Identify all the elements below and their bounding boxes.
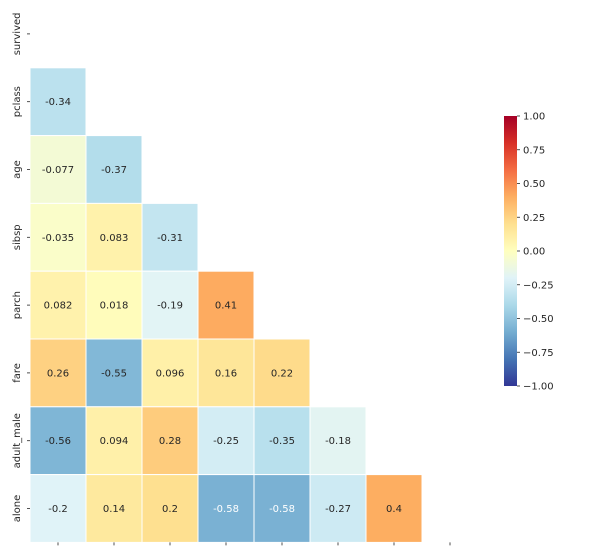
y-tick-label-age: age bbox=[12, 160, 23, 179]
heatmap-cell-alone-sibsp bbox=[197, 474, 255, 543]
heatmap-cell-adult_male-pclass bbox=[85, 406, 143, 476]
colorbar-tick-label: −1.00 bbox=[523, 382, 554, 393]
heatmap-cell-adult_male-parch bbox=[253, 406, 311, 476]
cell-value-label: 0.083 bbox=[100, 233, 129, 244]
heatmap-cell-age-pclass bbox=[85, 135, 143, 204]
cell-value-label: 0.2 bbox=[162, 504, 178, 515]
colorbar-tick-label: −0.75 bbox=[523, 348, 554, 359]
colorbar-tick-label: −0.50 bbox=[523, 314, 554, 325]
cell-value-label: 0.094 bbox=[100, 436, 129, 447]
y-tick-label-pclass: pclass bbox=[12, 86, 23, 117]
cell-value-label: 0.16 bbox=[215, 368, 237, 379]
heatmap-cell-adult_male-sibsp bbox=[197, 406, 255, 476]
y-tick-label-sibsp: sibsp bbox=[12, 224, 23, 250]
heatmap-cell-parch-pclass bbox=[85, 270, 143, 340]
cell-value-label: -0.25 bbox=[213, 436, 239, 447]
colorbar-tick-label: 0.00 bbox=[523, 247, 545, 258]
cell-value-label: 0.4 bbox=[386, 504, 402, 515]
colorbar: 1.00 0.75 0.50 0.25 0.00 −0.25 −0.50 −0.75 −1.00 bbox=[504, 112, 554, 393]
cell-value-label: -0.35 bbox=[269, 436, 295, 447]
heatmap-cell-fare-sibsp bbox=[197, 338, 255, 408]
cell-value-label: -0.55 bbox=[101, 368, 127, 379]
heatmap-cell-adult_male-fare bbox=[309, 406, 367, 476]
cell-value-label: 0.22 bbox=[271, 368, 293, 379]
cell-value-label: -0.19 bbox=[157, 301, 183, 312]
y-tick-label-survived: survived bbox=[12, 13, 23, 56]
colorbar-tick-label: 0.25 bbox=[523, 213, 545, 224]
cell-value-label: -0.56 bbox=[45, 436, 71, 447]
heatmap-cells: -0.34 -0.077 -0.37 -0.035 0.083 -0.31 0.082 0.0… bbox=[29, 67, 423, 543]
cell-value-label: -0.34 bbox=[45, 97, 71, 108]
colorbar-tick-label: −0.25 bbox=[523, 280, 554, 291]
cell-value-label: -0.31 bbox=[157, 233, 183, 244]
y-tick-label-adult_male: adult_male bbox=[12, 413, 23, 468]
heatmap-cell-fare-pclass bbox=[85, 338, 143, 408]
cell-value-label: -0.18 bbox=[325, 436, 351, 447]
heatmap-cell-pclass-survived bbox=[29, 67, 87, 137]
cell-value-label: 0.096 bbox=[156, 368, 185, 379]
heatmap-cell-adult_male-age bbox=[141, 406, 199, 476]
cell-value-label: 0.28 bbox=[159, 436, 181, 447]
cell-value-label: 0.082 bbox=[44, 301, 73, 312]
heatmap-cell-age-survived bbox=[29, 135, 87, 204]
heatmap-cell-parch-sibsp bbox=[197, 270, 255, 340]
heatmap-cell-alone-pclass bbox=[85, 474, 143, 543]
heatmap-cell-alone-survived bbox=[29, 474, 87, 543]
colorbar-tick-label: 0.75 bbox=[523, 145, 545, 156]
cell-value-label: -0.58 bbox=[213, 504, 239, 515]
heatmap-cell-sibsp-age bbox=[141, 202, 199, 272]
y-tick-label-parch: parch bbox=[12, 291, 23, 319]
heatmap-cell-alone-fare bbox=[309, 474, 367, 543]
cell-value-label: -0.035 bbox=[42, 233, 74, 244]
cell-value-label: -0.37 bbox=[101, 165, 127, 176]
cell-value-label: 0.14 bbox=[103, 504, 125, 515]
colorbar-gradient bbox=[504, 116, 517, 386]
cell-value-label: 0.26 bbox=[47, 368, 69, 379]
x-tick-labels: survivedpclassagesibspparchfareadult_mal… bbox=[57, 542, 451, 546]
cell-value-label: -0.2 bbox=[48, 504, 68, 515]
cell-value-label: -0.27 bbox=[325, 504, 351, 515]
y-tick-label-fare: fare bbox=[12, 363, 23, 383]
heatmap-cell-alone-adult_male bbox=[365, 474, 423, 543]
colorbar-tick-label: 1.00 bbox=[523, 112, 545, 123]
cell-value-label: 0.41 bbox=[215, 301, 237, 312]
colorbar-tick-label: 0.50 bbox=[523, 179, 545, 190]
y-tick-label-alone: alone bbox=[12, 495, 23, 523]
cell-value-label: 0.018 bbox=[100, 301, 129, 312]
y-tick-labels: survived pclass age sibsp parch fare adult_mal… bbox=[12, 13, 30, 523]
cell-value-label: -0.58 bbox=[269, 504, 295, 515]
cell-value-label: -0.077 bbox=[42, 165, 74, 176]
